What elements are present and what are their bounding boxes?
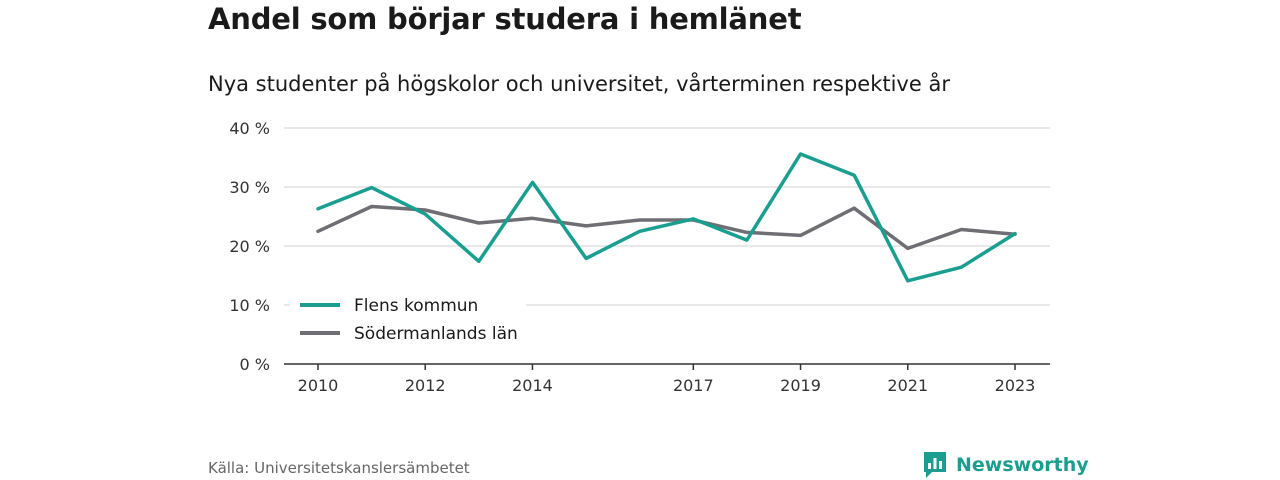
x-axis: 2010 2012 2014 2017 2019 2021 2023	[284, 363, 1050, 395]
series-line-sodermanlands-lan	[316, 204, 1017, 251]
source-note: Källa: Universitetskanslersämbetet	[208, 459, 470, 477]
legend-background	[290, 290, 526, 350]
y-tick-label: 10 %	[229, 296, 270, 315]
brand-logo: Newsworthy	[922, 450, 1089, 480]
chart-subtitle: Nya studenter på högskolor och universit…	[208, 72, 950, 96]
chart-title: Andel som börjar studera i hemlänet	[208, 2, 802, 36]
x-tick-label: 2023	[995, 376, 1036, 395]
y-tick-label: 40 %	[229, 119, 270, 138]
brand-name: Newsworthy	[956, 454, 1089, 476]
gridlines: 0 % 10 % 20 % 30 % 40 %	[229, 119, 1050, 374]
x-tick-label: 2019	[780, 376, 821, 395]
legend-entry-label: Flens kommun	[354, 296, 478, 316]
newsworthy-logo-icon	[924, 452, 946, 478]
x-tick-label: 2017	[673, 376, 714, 395]
legend: Flens kommun Södermanlands län	[290, 290, 526, 350]
series-line-flens-kommun	[316, 152, 1017, 283]
y-tick-label: 30 %	[229, 178, 270, 197]
y-tick-label: 20 %	[229, 237, 270, 256]
x-tick-label: 2021	[887, 376, 928, 395]
series-lines	[316, 152, 1017, 283]
y-tick-label: 0 %	[240, 355, 270, 374]
x-tick-label: 2010	[298, 376, 339, 395]
legend-entry-label: Södermanlands län	[354, 324, 518, 344]
x-tick-label: 2012	[405, 376, 446, 395]
x-tick-label: 2014	[512, 376, 553, 395]
